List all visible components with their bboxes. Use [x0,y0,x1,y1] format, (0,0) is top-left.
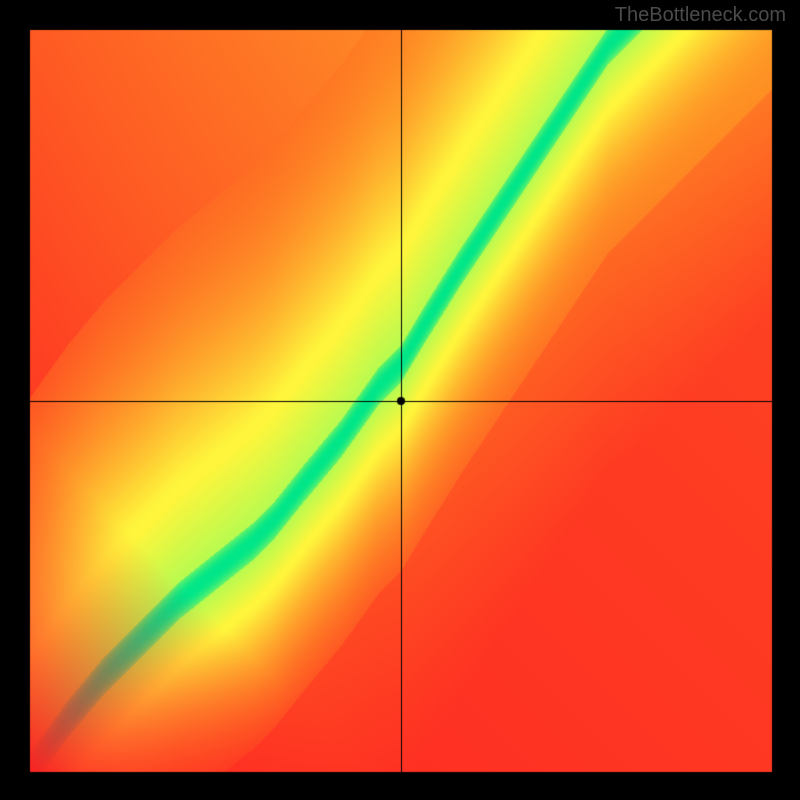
watermark-text: TheBottleneck.com [615,4,786,27]
bottleneck-heatmap [0,0,800,800]
